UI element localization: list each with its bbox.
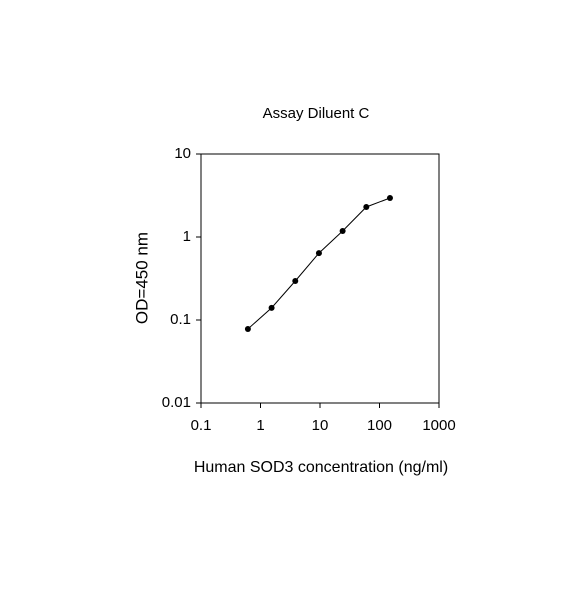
data-point — [339, 228, 346, 235]
x-tick-label: 10 — [312, 417, 329, 434]
data-point — [363, 203, 370, 210]
x-tick-label: 1000 — [422, 417, 455, 434]
y-tick-label: 10 — [174, 145, 191, 162]
chart-title: Assay Diluent C — [263, 105, 370, 122]
y-tick-label: 1 — [183, 228, 191, 245]
data-point — [268, 304, 275, 311]
x-axis-label: Human SOD3 concentration (ng/ml) — [194, 459, 448, 476]
y-axis-label: OD=450 nm — [132, 232, 151, 324]
y-tick-label: 0.1 — [170, 311, 191, 328]
x-tick-label: 1 — [256, 417, 264, 434]
x-tick-label: 0.1 — [191, 417, 212, 434]
y-tick-label: 0.01 — [162, 394, 191, 411]
x-tick-label: 100 — [367, 417, 392, 434]
data-point — [386, 195, 393, 202]
data-point — [244, 325, 251, 332]
data-point — [292, 278, 299, 285]
data-point — [315, 250, 322, 257]
